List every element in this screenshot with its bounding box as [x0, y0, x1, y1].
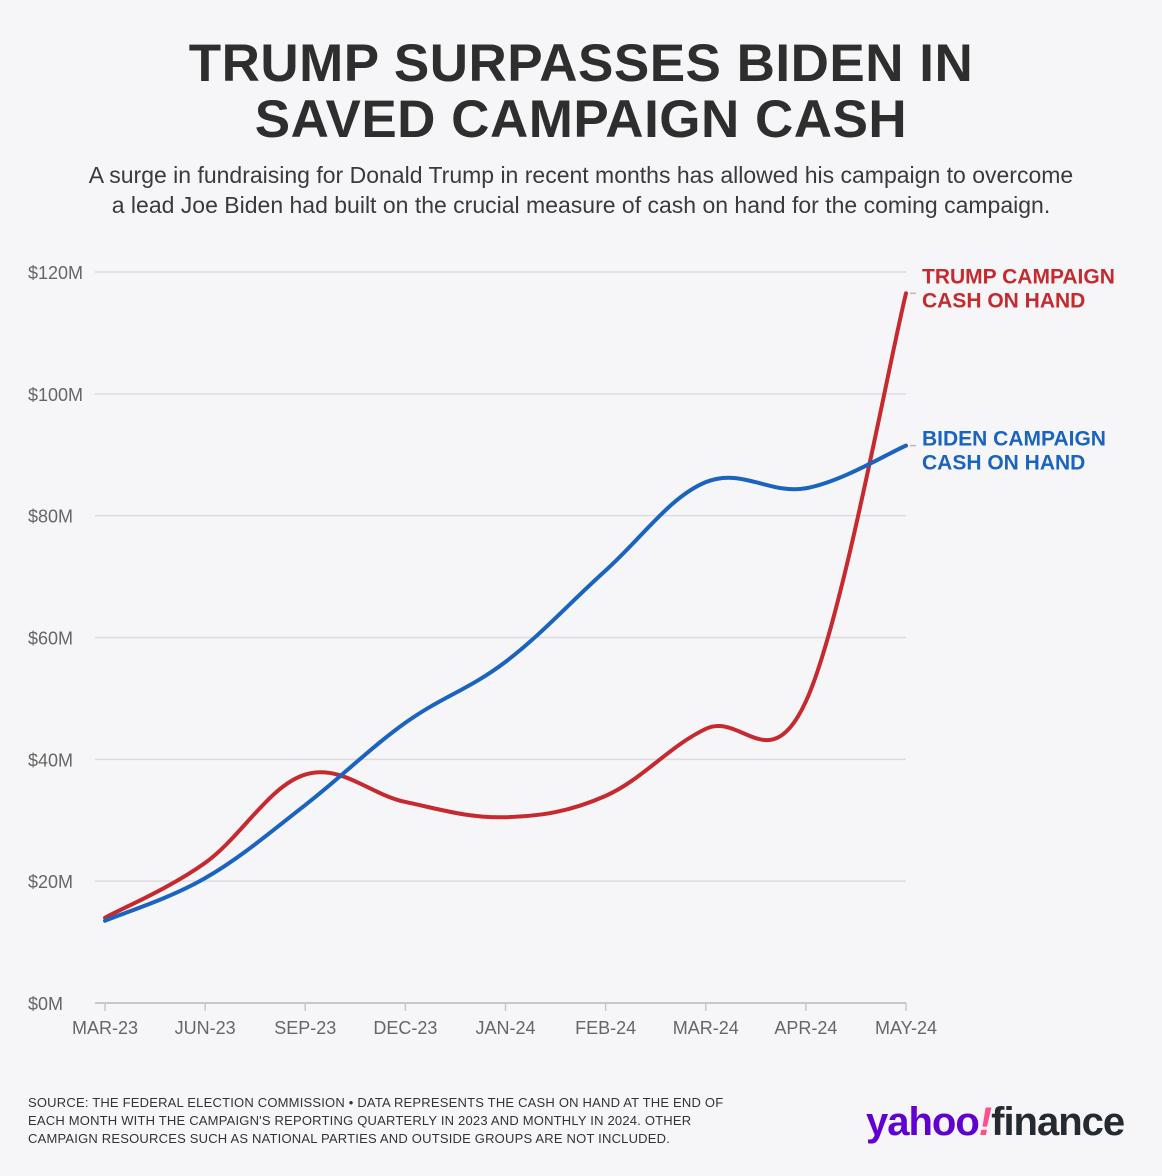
chart-title-line-2: SAVED CAMPAIGN CASH	[254, 90, 908, 149]
trump-series-label: CASH ON HAND	[922, 289, 1085, 312]
chart-subtitle-line-2: a lead Joe Biden had built on the crucia…	[111, 192, 1051, 218]
biden-series-line	[103, 443, 908, 923]
biden-series-label: BIDEN CAMPAIGN	[922, 428, 1106, 451]
biden-series-label: CASH ON HAND	[922, 452, 1085, 475]
chart-subtitle: A surge in fundraising for Donald Trump …	[20, 160, 1142, 220]
x-tick-label: APR-24	[774, 1018, 837, 1038]
source-note: SOURCE: THE FEDERAL ELECTION COMMISSION …	[28, 1094, 828, 1148]
x-tick-label: JUN-23	[175, 1018, 236, 1038]
x-tick-label: JAN-24	[475, 1018, 535, 1038]
trump-series-line	[103, 291, 908, 920]
chart-subtitle-line-1: A surge in fundraising for Donald Trump …	[88, 162, 1074, 188]
x-tick-label: MAR-24	[673, 1018, 739, 1038]
y-tick-label: $60M	[28, 629, 73, 649]
x-tick-label: MAY-24	[875, 1018, 937, 1038]
chart-title-line-1: TRUMP SURPASSES BIDEN IN	[188, 34, 974, 93]
logo-finance-text: finance	[991, 1100, 1125, 1144]
y-tick-label: $40M	[28, 750, 73, 770]
logo-exclamation: !	[978, 1100, 992, 1144]
source-note-line-2: EACH MONTH WITH THE CAMPAIGN'S REPORTING…	[28, 1113, 692, 1128]
source-note-line-3: CAMPAIGN RESOURCES SUCH AS NATIONAL PART…	[28, 1131, 671, 1146]
y-tick-label: $120M	[28, 263, 83, 283]
x-tick-label: DEC-23	[373, 1018, 437, 1038]
y-tick-label: $0M	[28, 994, 63, 1014]
x-tick-label: FEB-24	[575, 1018, 636, 1038]
x-tick-label: MAR-23	[72, 1018, 138, 1038]
y-tick-label: $20M	[28, 872, 73, 892]
trump-series-label: TRUMP CAMPAIGN	[922, 265, 1115, 288]
yahoo-finance-logo: yahoo!finance	[866, 1100, 1125, 1145]
chart-title: TRUMP SURPASSES BIDEN IN SAVED CAMPAIGN …	[0, 36, 1162, 148]
y-tick-label: $100M	[28, 385, 83, 405]
x-tick-label: SEP-23	[274, 1018, 336, 1038]
y-tick-label: $80M	[28, 507, 73, 527]
source-note-line-1: SOURCE: THE FEDERAL ELECTION COMMISSION …	[28, 1095, 724, 1110]
logo-yahoo-text: yahoo	[866, 1100, 980, 1144]
